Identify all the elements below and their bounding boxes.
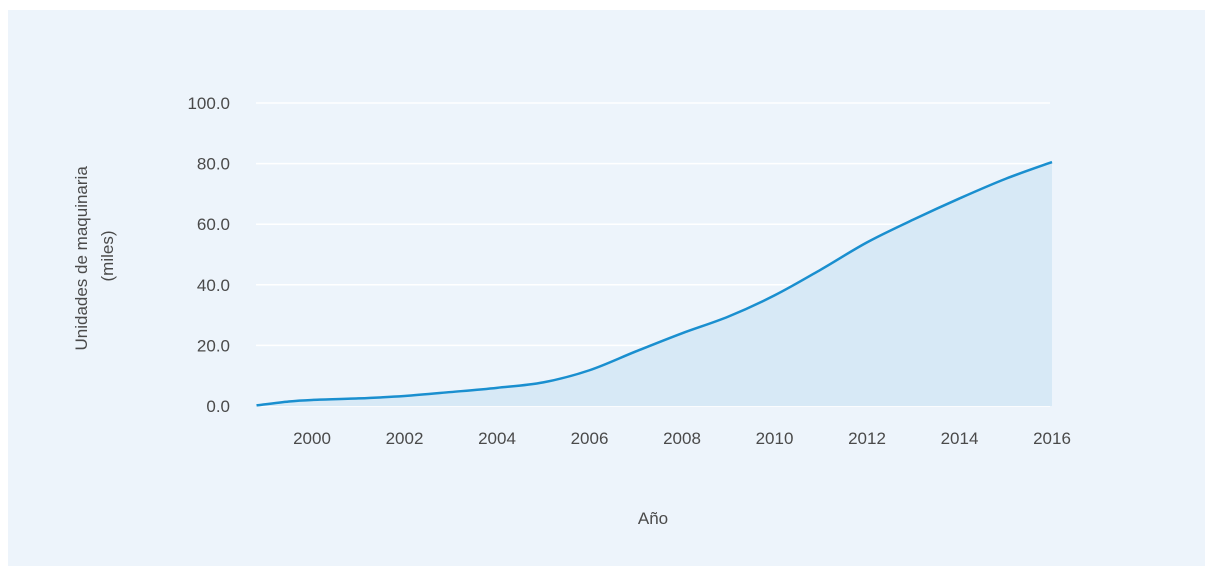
x-tick-label: 2006 <box>571 429 609 448</box>
x-tick-label: 2004 <box>478 429 516 448</box>
x-tick-labels: 2000 2002 2004 2006 2008 2010 2012 2014 2016 <box>293 429 1071 448</box>
y-axis-title-line-2: (miles) <box>98 231 117 282</box>
x-tick-label: 2016 <box>1033 429 1071 448</box>
y-tick-label: 100.0 <box>187 94 230 113</box>
y-axis-title-line-1: Unidades de maquinaria <box>72 166 91 351</box>
series-line <box>256 160 1053 407</box>
x-tick-label: 2008 <box>663 429 701 448</box>
y-tick-label: 80.0 <box>197 155 230 174</box>
y-tick-label: 40.0 <box>197 276 230 295</box>
x-tick-label: 2000 <box>293 429 331 448</box>
x-tick-label: 2010 <box>756 429 794 448</box>
x-tick-label: 2014 <box>941 429 979 448</box>
area-fill <box>256 162 1052 406</box>
x-tick-label: 2002 <box>386 429 424 448</box>
y-tick-label: 20.0 <box>197 336 230 355</box>
y-axis-title: Unidades de maquinaria (miles) <box>72 161 117 350</box>
x-axis-title: Año <box>638 509 668 528</box>
y-tick-label: 0.0 <box>206 397 230 416</box>
y-tick-labels: 0.0 20.0 40.0 60.0 80.0 100.0 <box>187 94 230 416</box>
x-tick-label: 2012 <box>848 429 886 448</box>
y-tick-label: 60.0 <box>197 215 230 234</box>
